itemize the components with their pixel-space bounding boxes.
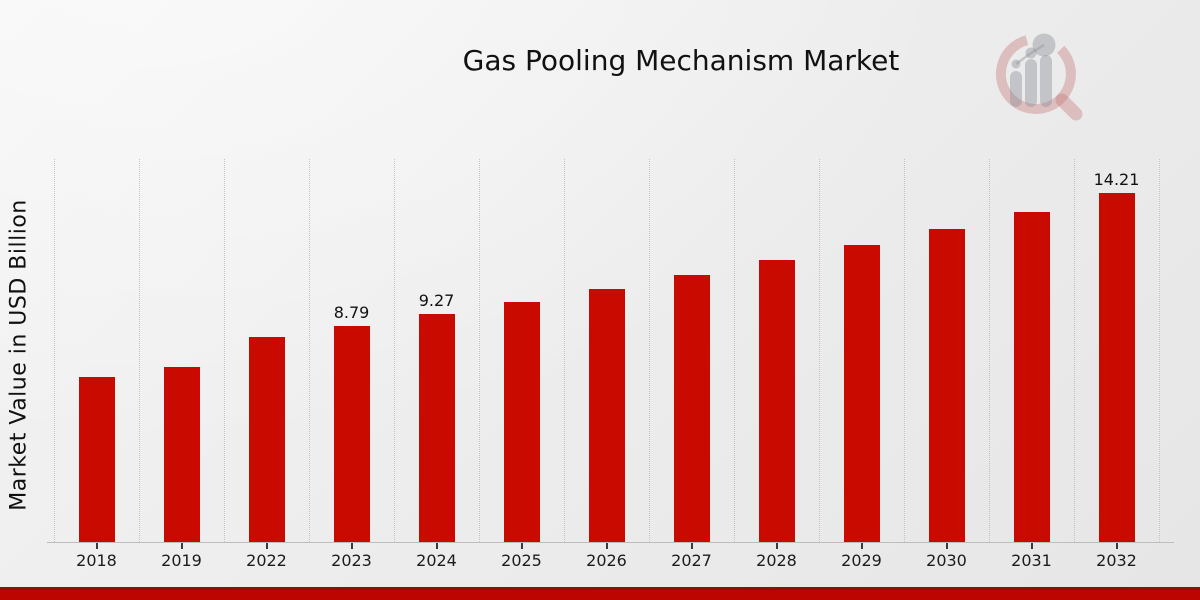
x-axis-tick [180, 542, 183, 549]
bar-2018 [78, 377, 115, 542]
gridline [1074, 159, 1075, 542]
x-axis-tick [435, 542, 438, 549]
gridline [819, 159, 820, 542]
gridline [479, 159, 480, 542]
x-tick-label: 2028 [756, 551, 797, 570]
gridline [139, 159, 140, 542]
bar-2029 [843, 245, 880, 542]
bar-value-label: 9.27 [418, 291, 455, 310]
gridline [394, 159, 395, 542]
magnifier-ring-icon [996, 35, 1076, 115]
trend-line-icon [1015, 43, 1045, 66]
x-tick-label: 2019 [161, 551, 202, 570]
gridline [564, 159, 565, 542]
x-axis-tick [265, 542, 268, 549]
x-axis-tick [690, 542, 693, 549]
x-tick-label: 2023 [331, 551, 372, 570]
magnifier-handle-icon [1055, 93, 1083, 121]
bar-value-label: 8.79 [333, 303, 370, 322]
x-tick-label: 2025 [501, 551, 542, 570]
bar-2026 [588, 289, 625, 542]
gridline [734, 159, 735, 542]
bar-2024 [418, 314, 455, 542]
x-tick-label: 2018 [76, 551, 117, 570]
bar-2031 [1013, 212, 1050, 542]
bar-2030 [928, 229, 965, 542]
x-tick-label: 2029 [841, 551, 882, 570]
gridline [54, 159, 55, 542]
x-axis-tick [1115, 542, 1118, 549]
gridline [649, 159, 650, 542]
bar-2028 [758, 260, 795, 542]
gridline [224, 159, 225, 542]
x-tick-label: 2022 [246, 551, 287, 570]
trend-dot-small-icon [1011, 59, 1021, 69]
gridline [309, 159, 310, 542]
bar-2019 [163, 367, 200, 542]
bar-2023 [333, 326, 370, 542]
logo-bar-large-icon [1040, 55, 1052, 107]
bar-value-label: 14.21 [1093, 170, 1140, 189]
mrfr-logo-watermark [996, 33, 1083, 121]
gridline [904, 159, 905, 542]
x-axis-tick [605, 542, 608, 549]
bar-2032 [1098, 193, 1135, 542]
footer-accent-line [0, 587, 1200, 590]
x-tick-label: 2024 [416, 551, 457, 570]
chart-title: Gas Pooling Mechanism Market [462, 44, 900, 77]
x-axis-line [47, 542, 1174, 543]
x-tick-label: 2031 [1011, 551, 1052, 570]
y-axis-label: Market Value in USD Billion [6, 199, 32, 511]
x-tick-label: 2030 [926, 551, 967, 570]
trend-dot-large-icon [1032, 33, 1056, 57]
x-axis-tick [775, 542, 778, 549]
gridline [989, 159, 990, 542]
x-axis-tick [860, 542, 863, 549]
logo-bar-small-icon [1010, 71, 1022, 107]
trend-dot-medium-icon [1025, 47, 1037, 59]
gridline [1159, 159, 1160, 542]
x-axis-tick [520, 542, 523, 549]
footer-red-bar [0, 590, 1200, 600]
x-tick-label: 2026 [586, 551, 627, 570]
logo-bar-medium-icon [1025, 59, 1037, 107]
x-tick-label: 2032 [1096, 551, 1137, 570]
x-axis-tick [945, 542, 948, 549]
bar-2022 [248, 337, 285, 542]
bar-2027 [673, 275, 710, 542]
x-axis-tick [1030, 542, 1033, 549]
x-tick-label: 2027 [671, 551, 712, 570]
x-axis-tick [350, 542, 353, 549]
bar-2025 [503, 302, 540, 542]
x-axis-tick [95, 542, 98, 549]
